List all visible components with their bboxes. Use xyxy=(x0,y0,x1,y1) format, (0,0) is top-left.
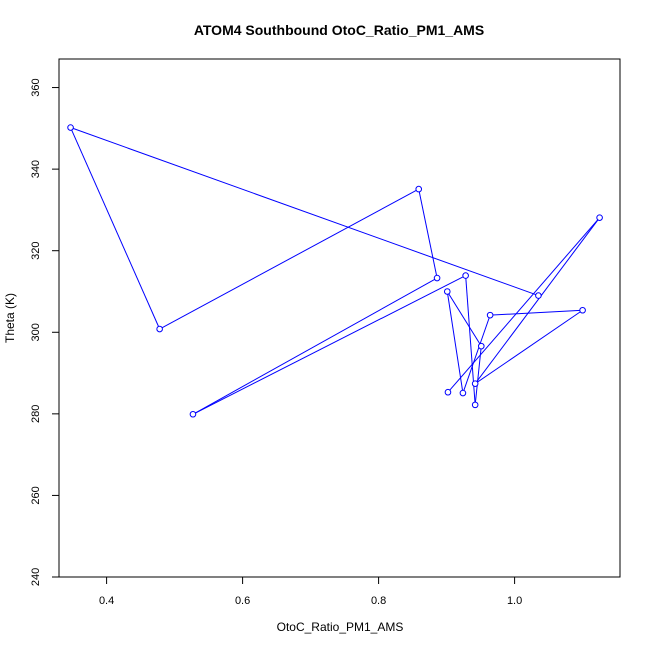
series-segment xyxy=(446,291,464,394)
data-point xyxy=(443,288,451,295)
series-segment xyxy=(159,188,419,330)
data-point xyxy=(477,342,485,350)
chart-title: ATOM4 Southbound OtoC_Ratio_PM1_AMS xyxy=(194,22,484,38)
y-axis: 240 260 280 300 320 340 360 xyxy=(30,78,59,586)
series-segment xyxy=(192,277,438,415)
y-tick-label: 300 xyxy=(30,323,42,341)
data-point xyxy=(535,292,542,299)
y-axis-label: Theta (K) xyxy=(3,293,17,343)
series-segment xyxy=(70,127,539,297)
data-point xyxy=(415,185,423,193)
series-layer xyxy=(67,124,603,418)
series-segment xyxy=(474,346,482,405)
series-segment xyxy=(474,217,601,384)
y-tick-label: 360 xyxy=(30,78,42,96)
x-axis-label: OtoC_Ratio_PM1_AMS xyxy=(277,620,404,634)
y-tick-label: 260 xyxy=(30,486,42,504)
data-point xyxy=(67,124,74,131)
data-point xyxy=(189,410,197,418)
y-tick-label: 240 xyxy=(30,568,42,586)
y-tick-label: 280 xyxy=(30,405,42,423)
series-segment xyxy=(447,217,600,393)
series-segment xyxy=(446,291,482,347)
data-point xyxy=(459,389,467,397)
x-axis: 0.4 0.6 0.8 1.0 xyxy=(99,577,522,607)
series-segment xyxy=(70,127,161,330)
series-segment xyxy=(474,309,583,385)
y-tick-label: 320 xyxy=(30,242,42,260)
x-tick-label: 0.6 xyxy=(235,595,250,607)
plot-frame xyxy=(58,58,621,578)
series-segment xyxy=(490,309,583,316)
data-point xyxy=(444,388,452,396)
y-tick-label: 340 xyxy=(30,160,42,178)
series-segment xyxy=(462,314,491,394)
data-point xyxy=(462,272,469,279)
data-point xyxy=(156,325,163,333)
series-segment xyxy=(192,275,466,415)
x-tick-label: 0.4 xyxy=(99,595,114,607)
data-point xyxy=(433,274,441,282)
data-point xyxy=(471,401,479,409)
x-tick-label: 1.0 xyxy=(507,595,522,607)
series-segment xyxy=(418,189,438,279)
data-point xyxy=(596,214,603,221)
data-point xyxy=(471,380,479,387)
data-point xyxy=(486,311,494,319)
data-point xyxy=(579,306,586,314)
x-tick-label: 0.8 xyxy=(371,595,386,607)
